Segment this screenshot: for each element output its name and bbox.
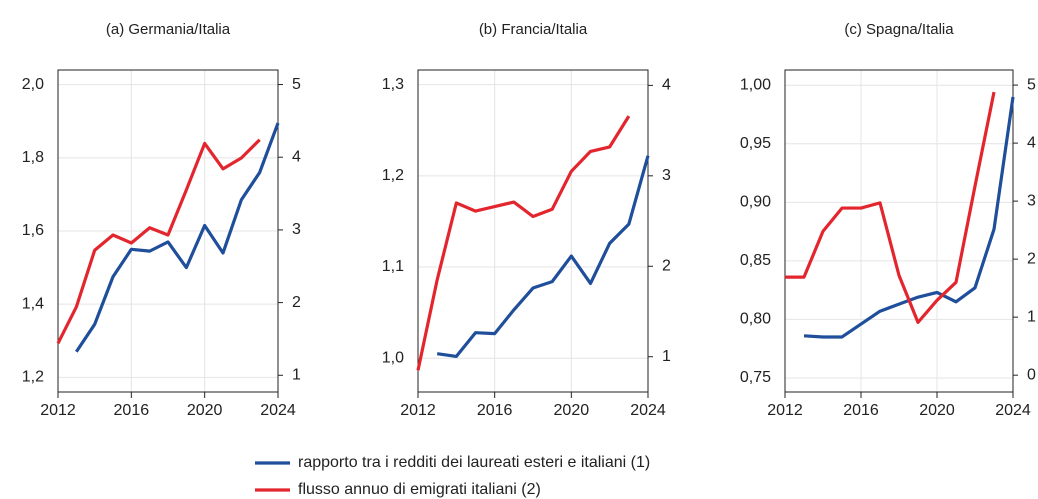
x-tick-label: 2020 bbox=[554, 402, 590, 419]
y2-tick-label: 3 bbox=[292, 221, 301, 238]
y-tick-label: 1,8 bbox=[22, 149, 44, 166]
x-tick-label: 2024 bbox=[995, 402, 1031, 419]
plot-frame bbox=[417, 69, 649, 393]
legend-label: flusso annuo di emigrati italiani (2) bbox=[298, 481, 541, 498]
series-line bbox=[75, 122, 280, 353]
x-tick-label: 2020 bbox=[187, 402, 223, 419]
y2-tick-label: 1 bbox=[662, 348, 671, 365]
chart-title: (b) Francia/Italia bbox=[479, 21, 588, 38]
plot-frame bbox=[57, 69, 279, 393]
y-tick-label: 1,3 bbox=[382, 76, 404, 93]
y-tick-label: 1,4 bbox=[22, 295, 44, 312]
series-line bbox=[436, 155, 650, 359]
y-tick-label: 1,6 bbox=[22, 222, 44, 239]
x-tick-label: 2024 bbox=[260, 402, 296, 419]
y-tick-label: 0,80 bbox=[740, 311, 771, 328]
x-tick-label: 2012 bbox=[40, 402, 76, 419]
y-tick-label: 0,85 bbox=[740, 252, 771, 269]
y2-tick-label: 1 bbox=[292, 367, 301, 384]
series-line bbox=[785, 91, 996, 324]
legend-label: rapporto tra i redditi dei laureati este… bbox=[298, 454, 650, 471]
series-line bbox=[56, 138, 261, 345]
y-tick-label: 0,95 bbox=[740, 135, 771, 152]
y-tick-label: 1,1 bbox=[382, 258, 404, 275]
y2-tick-label: 5 bbox=[292, 76, 301, 93]
x-tick-label: 2024 bbox=[630, 402, 666, 419]
x-tick-label: 2012 bbox=[767, 402, 803, 419]
y2-tick-label: 4 bbox=[662, 77, 671, 94]
y2-tick-label: 2 bbox=[1027, 250, 1036, 267]
y-tick-label: 2,0 bbox=[22, 76, 44, 93]
y-tick-label: 1,2 bbox=[382, 167, 404, 184]
y-tick-label: 0,90 bbox=[740, 194, 771, 211]
x-tick-label: 2016 bbox=[114, 402, 150, 419]
y2-tick-label: 4 bbox=[1027, 134, 1036, 151]
chart-title: (a) Germania/Italia bbox=[106, 21, 231, 38]
x-tick-label: 2012 bbox=[400, 402, 436, 419]
y2-tick-label: 2 bbox=[662, 257, 671, 274]
y2-tick-label: 5 bbox=[1027, 76, 1036, 93]
plot-frame bbox=[784, 69, 1014, 393]
x-tick-label: 2020 bbox=[919, 402, 955, 419]
chart-title: (c) Spagna/Italia bbox=[844, 21, 954, 38]
y-tick-label: 1,2 bbox=[22, 369, 44, 386]
x-tick-label: 2016 bbox=[477, 402, 513, 419]
y2-tick-label: 1 bbox=[1027, 308, 1036, 325]
y2-tick-label: 3 bbox=[1027, 192, 1036, 209]
series-line bbox=[416, 115, 631, 371]
y-tick-label: 1,00 bbox=[740, 76, 771, 93]
y2-tick-label: 4 bbox=[292, 148, 301, 165]
y2-tick-label: 0 bbox=[1027, 366, 1036, 383]
x-tick-label: 2016 bbox=[843, 402, 879, 419]
y2-tick-label: 2 bbox=[292, 294, 301, 311]
y-tick-label: 1,0 bbox=[382, 349, 404, 366]
y-tick-label: 0,75 bbox=[740, 369, 771, 386]
y2-tick-label: 3 bbox=[662, 167, 671, 184]
